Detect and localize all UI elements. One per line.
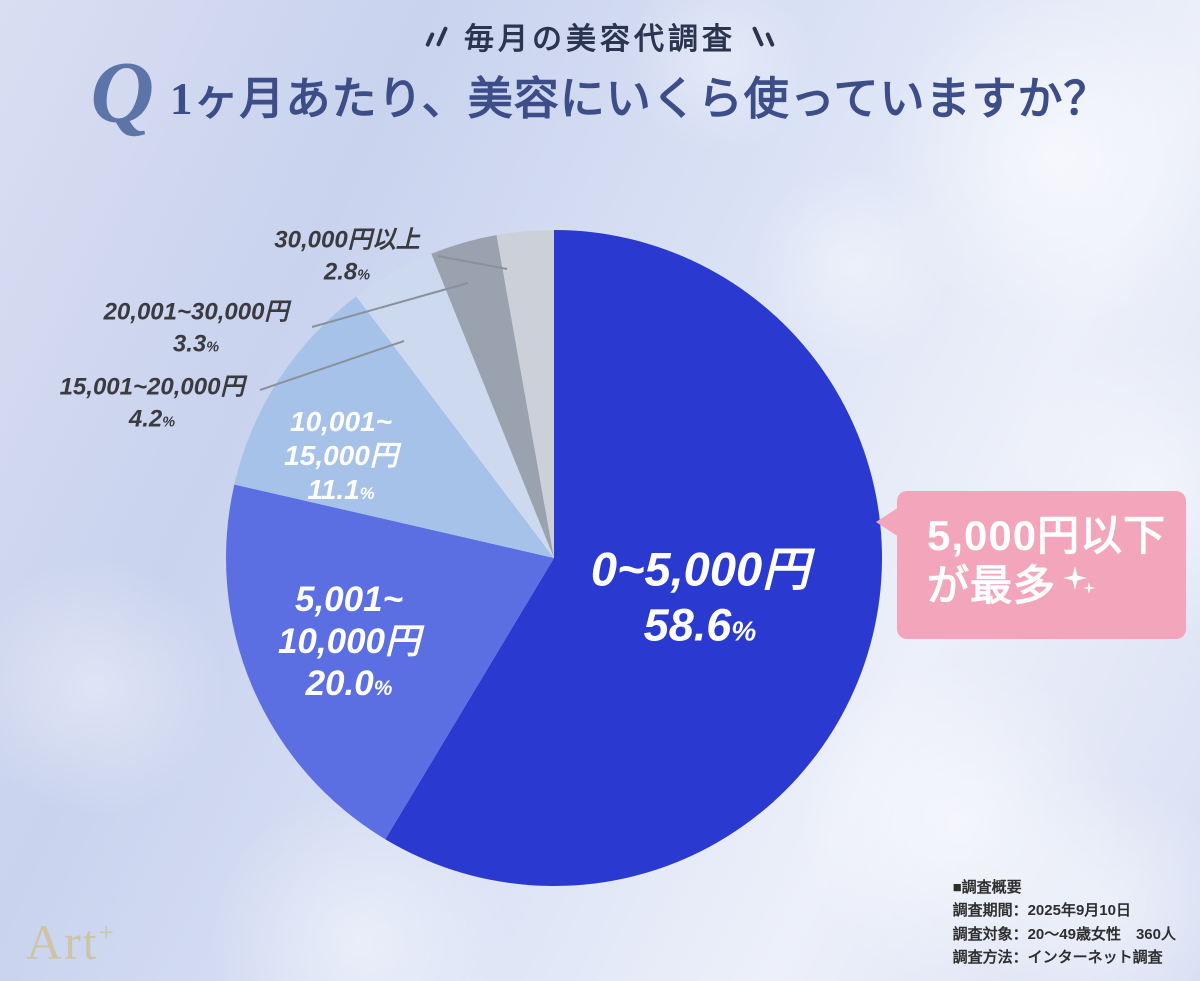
pie-slice-2 (234, 296, 555, 558)
brand-logo: Art+ (26, 914, 116, 970)
question-text: 1ヶ月あたり、美容にいくら使っていますか？ (170, 73, 1110, 124)
sparkle-icon (1063, 565, 1096, 594)
survey-heading: ■調査概要 (952, 879, 1022, 896)
callout-line2: が最多 (927, 561, 1186, 611)
survey-method: 調査方法：インターネット調査 (952, 948, 1163, 966)
survey-subjects: 調査対象：20〜49歳女性 360人 (952, 925, 1176, 943)
pie-slice-0 (385, 230, 882, 887)
pie-slice-1 (226, 484, 554, 840)
question-q-mark: Q (90, 45, 155, 142)
header-badge-text: 毎月の美容代調査 (464, 23, 736, 56)
callout-badge: 5,000円以下 が最多 (876, 491, 1186, 639)
leader-line (437, 255, 508, 270)
pie-slice-3 (356, 253, 554, 559)
callout-arrow (876, 507, 899, 537)
callout-line1: 5,000円以下 (927, 512, 1167, 559)
leader-line (311, 282, 469, 328)
pie-slice-5 (496, 230, 554, 558)
survey-overview: ■調査概要 調査期間：2025年9月10日 調査対象：20〜49歳女性 360人… (953, 876, 1176, 969)
pie-slice-4 (431, 235, 554, 558)
leader-line (259, 340, 405, 391)
survey-period: 調査期間：2025年9月10日 (952, 902, 1131, 920)
question-title: Q 1ヶ月あたり、美容にいくら使っていますか？ (0, 50, 1200, 138)
header: 毎月の美容代調査 (0, 14, 1200, 58)
